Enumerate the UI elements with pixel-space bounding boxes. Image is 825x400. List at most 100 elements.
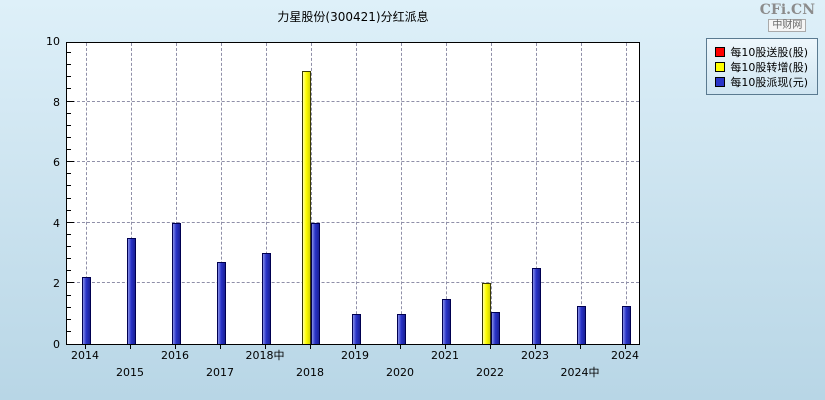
transfer-share-label: 每10股转增(股) [730,60,808,74]
y-axis-tick [67,294,71,296]
y-tick-label: 8 [53,95,60,109]
x-tick-label: 2020 [386,366,414,379]
cash-dividend-bar [531,268,541,344]
y-axis-tick [67,100,74,102]
x-tick-label: 2017 [206,366,234,379]
h-gridline [67,282,639,284]
y-tick-label: 4 [53,216,60,230]
legend-item-transfer-share: 每10股转增(股) [715,59,808,74]
x-axis-tick [175,345,176,349]
v-gridline [401,43,402,344]
cash-dividend-bar [311,222,320,344]
x-axis-tick [310,345,311,349]
x-axis-tick [265,345,266,349]
v-gridline [221,43,222,344]
legend: 每10股送股(股) 每10股转增(股) 每10股派现(元) [706,38,818,95]
y-axis-tick [67,318,71,320]
cash-dividend-bar [81,277,91,344]
y-tick-label: 6 [53,156,60,170]
cash-dividend-bar [261,253,271,344]
x-tick-label: 2024 [611,349,639,362]
y-axis-tick [67,209,71,211]
plot-area [66,42,640,345]
legend-item-bonus-share: 每10股送股(股) [715,44,808,59]
bonus-share-label: 每10股送股(股) [730,45,808,59]
y-axis-tick [67,258,71,260]
cash-dividend-bar [441,298,451,344]
y-tick-label: 0 [53,338,60,351]
v-gridline [356,43,357,344]
x-axis-tick [625,345,626,349]
v-gridline [266,43,267,344]
x-tick-label: 2015 [116,366,144,379]
y-tick-label: 2 [53,277,60,291]
x-axis-tick [220,345,221,349]
cfi-logo-brand: CFi.CN [759,2,815,18]
cash-dividend-label: 每10股派现(元) [730,75,808,89]
y-axis-tick [67,112,71,114]
cash-dividend-bar [576,306,586,344]
transfer-share-bar [302,71,311,344]
bonus-share-swatch [715,46,726,57]
y-axis-tick [67,185,71,187]
cfi-logo: CFi.CN 中财网 [759,2,815,33]
x-axis-tick [85,345,86,349]
y-axis-tick [67,76,71,78]
y-axis-tick [67,306,71,308]
cash-dividend-swatch [715,76,726,87]
v-gridline [491,43,492,344]
v-gridline [626,43,627,344]
y-axis-tick [67,136,71,138]
y-axis-tick [67,173,71,175]
y-axis-tick [67,221,74,223]
y-axis-tick [67,64,71,66]
x-axis-tick [400,345,401,349]
cash-dividend-bar [396,313,406,344]
x-axis-tick [445,345,446,349]
y-axis-tick [67,246,71,248]
cash-dividend-bar [171,222,181,344]
y-axis-tick [67,52,71,54]
y-axis-tick [67,330,71,332]
x-axis-tick [355,345,356,349]
y-tick-label: 10 [46,35,60,48]
x-tick-label: 2021 [431,349,459,362]
h-gridline [67,161,639,163]
x-tick-label: 2019 [341,349,369,362]
x-tick-label: 2016 [161,349,189,362]
x-tick-label: 2018 [296,366,324,379]
y-axis-tick [67,124,71,126]
y-axis-tick [67,149,71,151]
x-tick-label: 2022 [476,366,504,379]
legend-item-cash-dividend: 每10股派现(元) [715,74,808,89]
cash-dividend-bar [351,313,361,344]
transfer-share-bar [482,283,491,344]
x-tick-label: 2024中 [560,366,600,379]
v-gridline [86,43,87,344]
transfer-share-swatch [715,61,726,72]
cash-dividend-bar [126,237,136,344]
x-axis-tick [535,345,536,349]
y-axis-tick [67,88,71,90]
x-tick-label: 2018中 [245,349,285,362]
v-gridline [446,43,447,344]
cash-dividend-bar [491,312,500,344]
x-tick-label: 2023 [521,349,549,362]
cash-dividend-bar [216,262,226,344]
v-gridline [581,43,582,344]
x-axis-tick [130,345,131,349]
y-axis-tick [67,197,71,199]
h-gridline [67,100,639,102]
cfi-logo-sub: 中财网 [768,19,807,33]
y-axis-tick [67,161,74,163]
cash-dividend-bar [621,306,631,344]
x-tick-label: 2014 [71,349,99,362]
v-gridline [131,43,132,344]
chart-title: 力星股份(300421)分红派息 [277,10,429,24]
x-axis-tick [490,345,491,349]
y-axis-tick [67,282,74,284]
h-gridline [67,221,639,223]
v-gridline [176,43,177,344]
y-axis-tick [67,233,71,235]
